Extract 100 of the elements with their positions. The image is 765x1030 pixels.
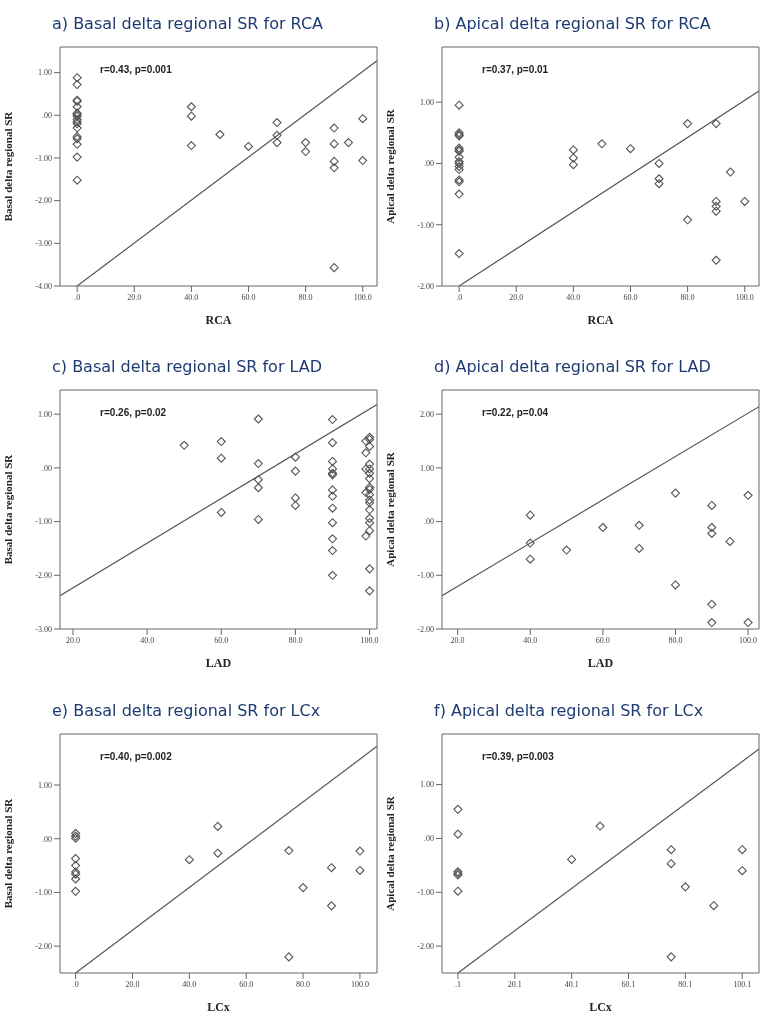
- point: [365, 464, 375, 474]
- point: [666, 858, 676, 868]
- y-tick-label: -1.00: [417, 887, 434, 897]
- x-tick-label: 100.0: [739, 636, 758, 646]
- point: [365, 474, 375, 484]
- point: [711, 206, 721, 216]
- point: [453, 804, 463, 814]
- point: [355, 865, 365, 875]
- point: [453, 829, 463, 839]
- y-tick-label: -2.00: [417, 941, 434, 951]
- point: [72, 80, 82, 90]
- point: [525, 554, 535, 565]
- point: [654, 174, 664, 184]
- point: [326, 862, 337, 872]
- x-tick-label: 20.0: [125, 979, 140, 989]
- point: [568, 153, 578, 163]
- chart-title: a) Basal delta regional SR for RCA: [51, 13, 324, 34]
- y-tick-label: -1.00: [35, 517, 52, 527]
- point: [707, 523, 717, 533]
- annotation: r=0.22, p=0.04: [482, 407, 549, 419]
- point: [743, 491, 753, 501]
- x-axis-title: RCA: [587, 313, 614, 327]
- y-tick-label: 1.00: [38, 410, 52, 420]
- x-axis-title: LAD: [205, 656, 232, 671]
- y-tick-label: 1.00: [420, 97, 434, 107]
- point: [358, 155, 368, 166]
- x-tick-label: 20.0: [65, 636, 80, 646]
- x-tick-label: 100.0: [353, 292, 372, 302]
- point: [361, 531, 371, 541]
- y-tick-label: -4.00: [35, 281, 52, 291]
- point: [327, 503, 338, 514]
- point: [666, 844, 676, 854]
- x-tick-label: 60.0: [239, 979, 254, 989]
- point: [683, 215, 693, 225]
- x-tick-label: 20.0: [450, 636, 465, 646]
- point: [740, 196, 750, 206]
- point: [72, 175, 82, 185]
- point: [329, 163, 339, 173]
- y-tick-label: -1.00: [417, 571, 434, 581]
- point: [327, 464, 338, 474]
- x-tick-label: 40.0: [566, 292, 581, 302]
- point: [670, 580, 681, 590]
- point: [711, 196, 721, 206]
- point: [595, 821, 605, 831]
- point: [568, 160, 578, 170]
- point: [327, 518, 338, 528]
- y-axis-title: Basal delta regional SR: [1, 454, 14, 565]
- point: [597, 139, 607, 149]
- y-axis-title: Basal delta regional SR: [1, 797, 14, 908]
- y-tick-label: -1.00: [35, 153, 52, 163]
- point: [454, 165, 464, 175]
- point: [301, 147, 311, 157]
- point: [365, 514, 375, 524]
- point: [284, 951, 294, 962]
- chart-title: c) Basal delta regional SR for LAD: [51, 356, 324, 378]
- point: [186, 111, 196, 121]
- point: [454, 100, 464, 110]
- point: [625, 144, 636, 154]
- point: [253, 515, 263, 525]
- point: [186, 102, 196, 112]
- x-axis-title: LAD: [587, 656, 614, 671]
- point: [298, 882, 308, 892]
- y-tick-label: -2.00: [417, 625, 434, 635]
- annotation: r=0.26, p=0.02: [100, 407, 167, 419]
- point: [327, 415, 338, 425]
- y-tick-label: .00: [42, 111, 52, 121]
- x-tick-label: 80.0: [298, 292, 313, 302]
- point: [327, 438, 338, 448]
- point: [355, 846, 365, 856]
- y-tick-label: -2.00: [35, 196, 52, 206]
- point: [725, 537, 735, 547]
- x-tick-label: 40.0: [140, 636, 155, 646]
- y-tick-label: .00: [42, 834, 52, 844]
- x-tick-label: 60.0: [214, 636, 229, 646]
- x-tick-label: 60.0: [623, 292, 638, 302]
- point: [743, 618, 753, 628]
- point: [711, 255, 721, 265]
- y-tick-label: 1.00: [420, 464, 434, 474]
- y-tick-label: .00: [42, 464, 52, 474]
- point: [329, 123, 339, 133]
- point: [71, 853, 81, 863]
- point: [707, 501, 717, 511]
- point: [454, 161, 464, 172]
- x-tick-label: 40.0: [182, 979, 197, 989]
- point: [243, 141, 254, 151]
- point: [568, 145, 578, 155]
- y-tick-label: -1.00: [35, 887, 52, 897]
- point: [598, 523, 608, 533]
- point: [72, 123, 82, 133]
- point: [327, 571, 338, 581]
- point: [361, 448, 371, 458]
- point: [327, 534, 338, 544]
- point: [253, 459, 263, 469]
- point: [329, 263, 339, 273]
- x-tick-label: 100.1: [733, 979, 752, 989]
- x-tick-label: 40.1: [564, 979, 579, 989]
- y-tick-label: 1.00: [420, 780, 434, 790]
- y-tick-label: -2.00: [35, 571, 52, 581]
- point: [272, 130, 282, 140]
- point: [216, 508, 226, 518]
